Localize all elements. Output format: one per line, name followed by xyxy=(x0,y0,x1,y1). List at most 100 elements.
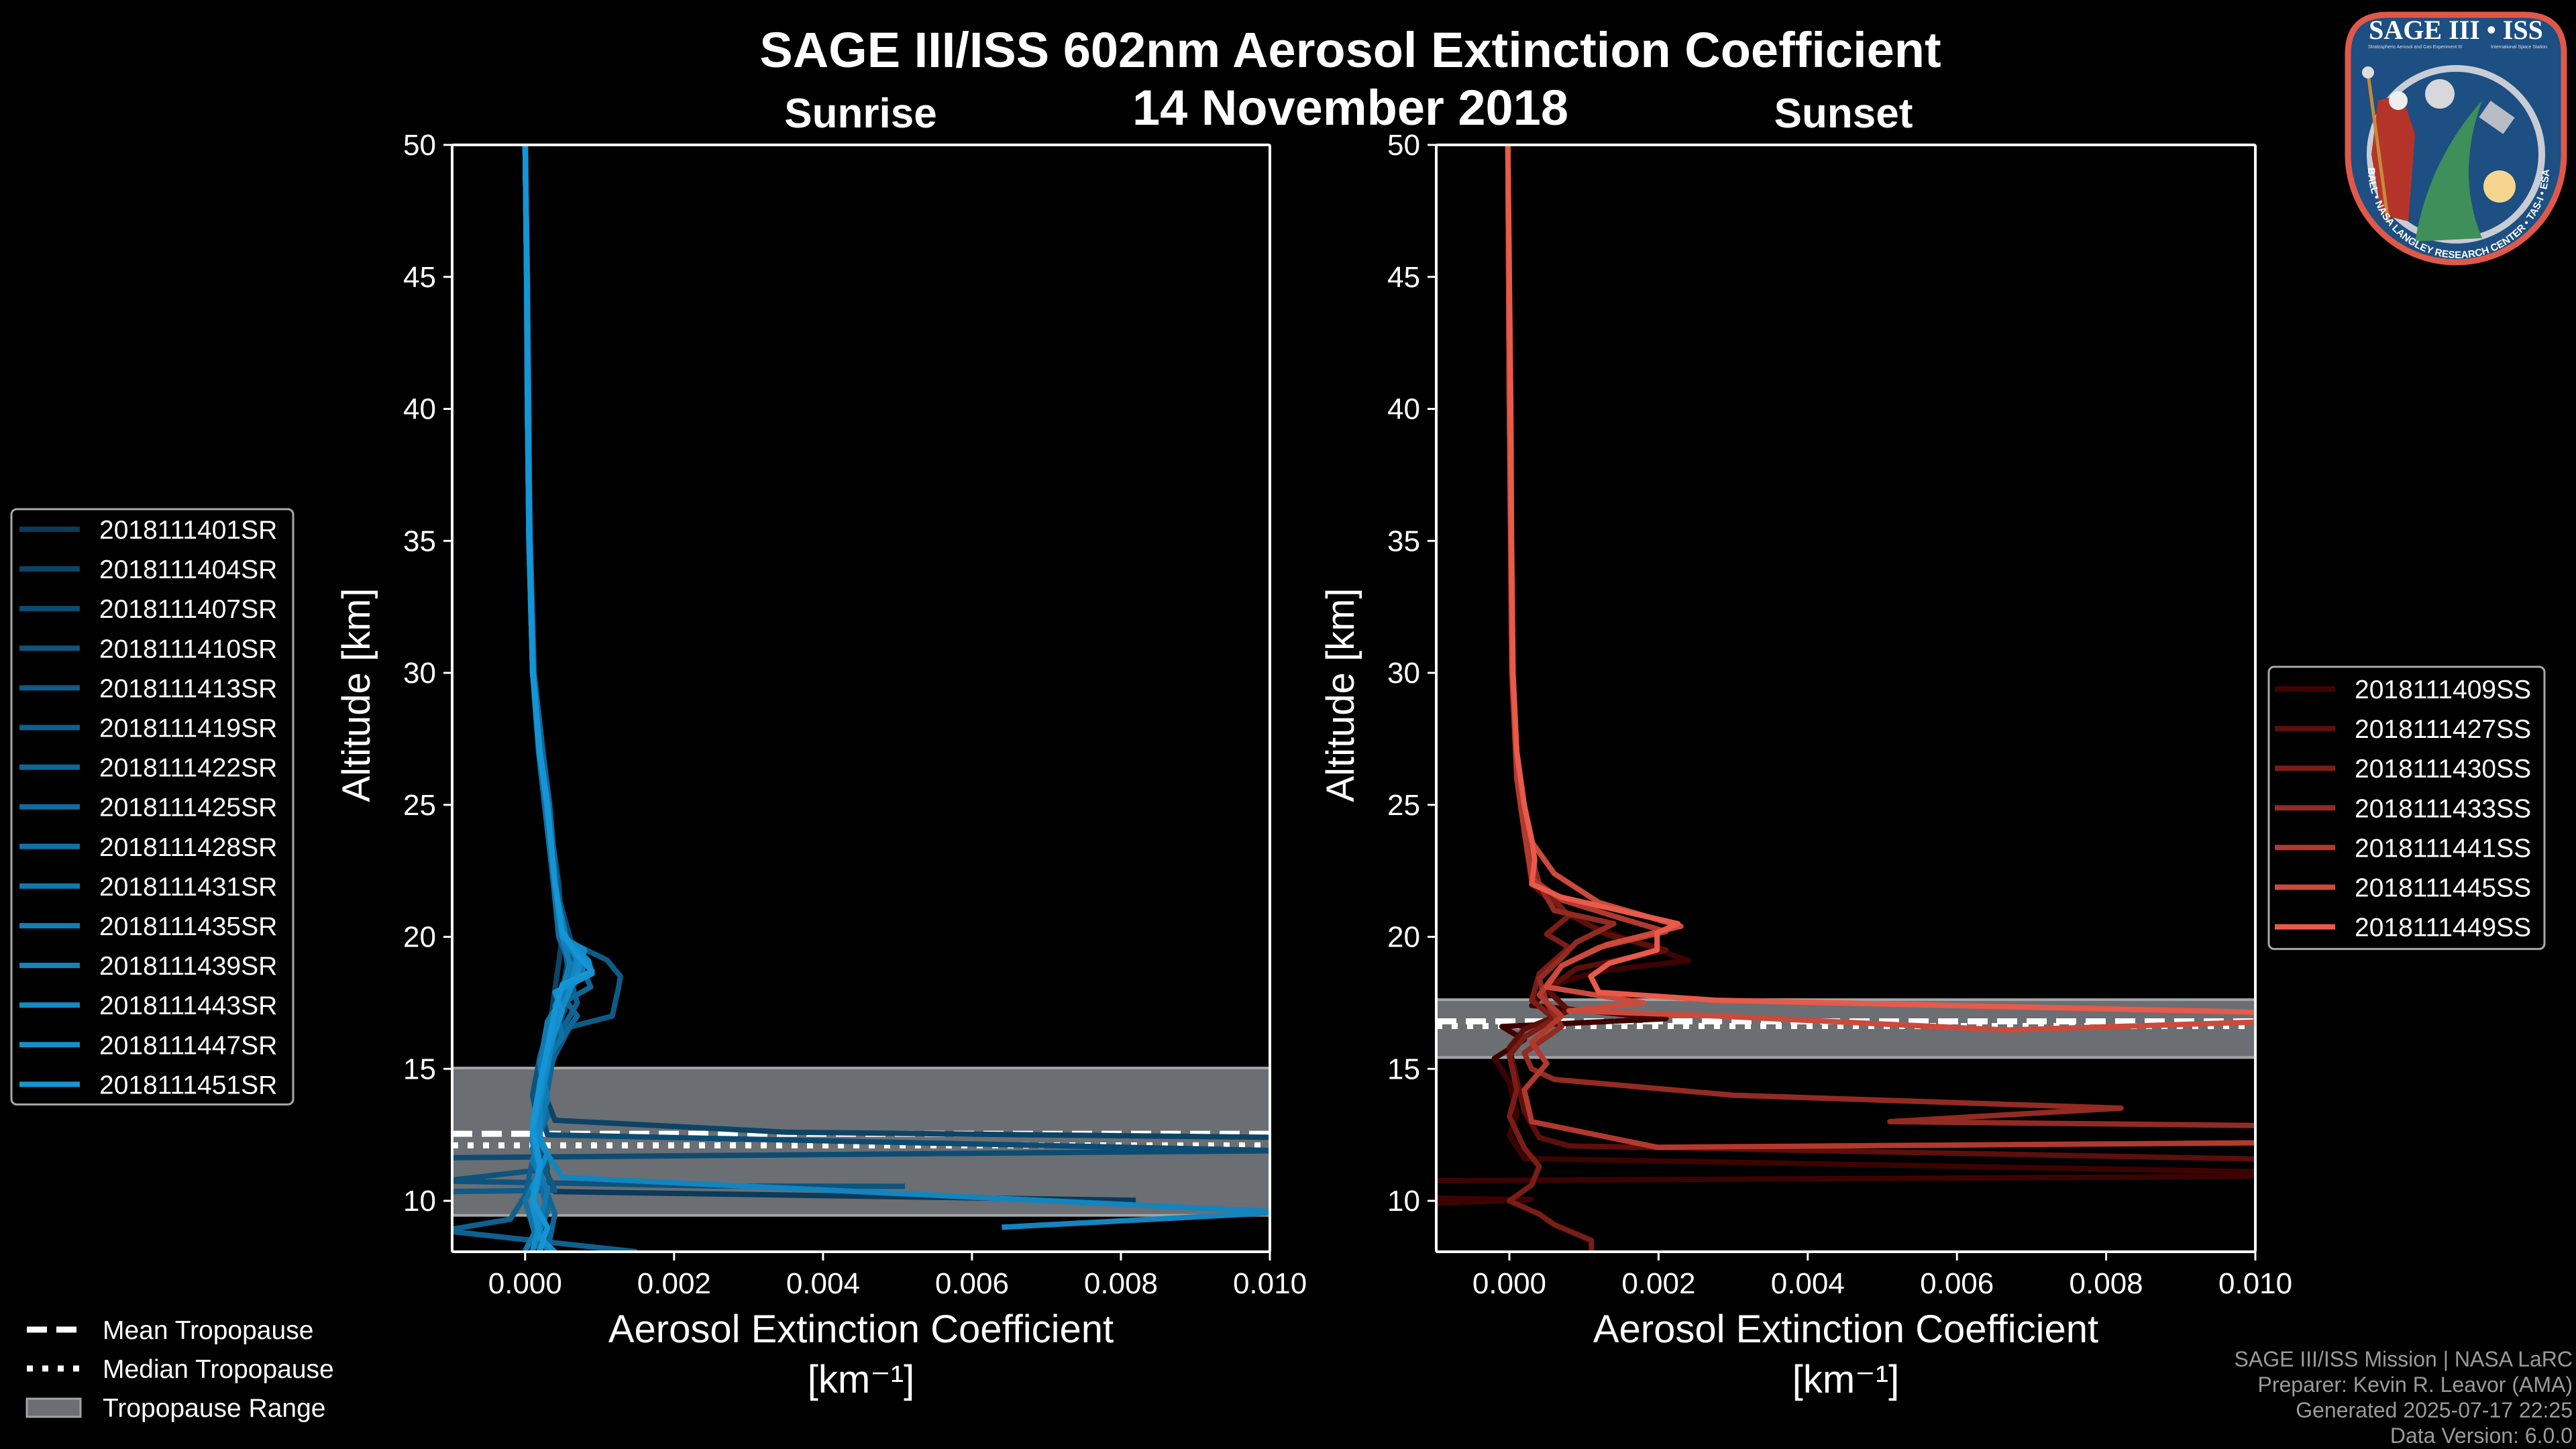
sage-iii-iss-logo: SAGE III • ISS Stratospheric Aerosol and… xyxy=(2345,11,2567,266)
x-tick-label: 0.006 xyxy=(935,1267,1009,1300)
x-tick-label: 0.000 xyxy=(1472,1267,1546,1300)
sunrise-legend: 2018111401SR 2018111404SR 2018111407SR 2018… xyxy=(10,508,294,1106)
axes-frame xyxy=(451,144,1271,1253)
x-axis-label: Aerosol Extinction Coefficient xyxy=(608,1307,1114,1351)
logo-subtitle-left: Stratospheric Aerosol and Gas Experiment… xyxy=(2368,45,2462,50)
legend-label: 2018111439SR xyxy=(99,952,277,981)
median-tropopause-label: Median Tropopause xyxy=(103,1355,334,1384)
y-tick-label: 40 xyxy=(1387,393,1420,426)
x-tick-label: 0.002 xyxy=(1621,1267,1695,1300)
x-axis-unit: [km⁻¹] xyxy=(1792,1358,1899,1401)
legend-entry: 2018111409SS xyxy=(2275,676,2531,704)
panel-title: Sunrise xyxy=(784,91,936,137)
x-tick-label: 0.010 xyxy=(1233,1267,1307,1300)
y-tick-label: 40 xyxy=(403,393,436,426)
legend-entry: 2018111425SR xyxy=(19,794,277,822)
y-tick-label: 30 xyxy=(1387,657,1420,690)
legend-label: 2018111431SR xyxy=(99,873,277,902)
legend-label: 2018111413SR xyxy=(99,674,277,703)
legend-entry: 2018111445SS xyxy=(2275,874,2531,903)
mean-tropopause-label: Mean Tropopause xyxy=(103,1316,313,1345)
legend-label: 2018111430SS xyxy=(2355,755,2531,784)
legend-label: 2018111409SS xyxy=(2355,676,2531,704)
legend-label: 2018111443SR xyxy=(99,991,277,1020)
legend-entry: 2018111435SR xyxy=(19,912,277,941)
sunrise-panel: Sunrise 10 15 20 25 30 35 40 45 50 0.000 0.002 0.004… xyxy=(335,91,1307,1401)
x-tick-label: 0.008 xyxy=(1084,1267,1158,1300)
y-tick-label: 45 xyxy=(1387,261,1420,294)
x-tick-label: 0.010 xyxy=(2218,1267,2292,1300)
legend-entry: 2018111443SR xyxy=(19,991,277,1020)
legend-label: 2018111404SR xyxy=(99,555,277,584)
legend-entry: 2018111451SR xyxy=(19,1071,277,1099)
y-tick-label: 20 xyxy=(1387,921,1420,954)
plot-area xyxy=(1436,145,2255,1252)
figure-title: SAGE III/ISS 602nm Aerosol Extinction Co… xyxy=(759,22,1941,78)
legend-label: 2018111428SR xyxy=(99,833,277,862)
x-axis-unit: [km⁻¹] xyxy=(808,1358,914,1401)
legend-entry: 2018111410SR xyxy=(19,635,277,663)
credit-data-version: Data Version: 6.0.0 xyxy=(2390,1424,2573,1448)
legend-label: 2018111407SR xyxy=(99,595,277,624)
logo-iss xyxy=(2479,101,2515,134)
legend-label: 2018111435SR xyxy=(99,912,277,941)
plot-area xyxy=(452,145,1270,1252)
legend-label: 2018111422SR xyxy=(99,754,277,783)
sunset-panel: Sunset 10 15 20 25 30 35 40 45 50 0.000 0.002 0.004 0… xyxy=(1319,91,2292,1401)
legend-label: 2018111449SS xyxy=(2355,914,2531,943)
legend-entry: 2018111422SR xyxy=(19,754,277,783)
logo-earth xyxy=(2415,101,2482,241)
legend-label: 2018111419SR xyxy=(99,714,277,743)
x-axis-label: Aerosol Extinction Coefficient xyxy=(1593,1307,2098,1351)
logo-sun xyxy=(2483,170,2516,203)
x-tick-label: 0.002 xyxy=(637,1267,711,1300)
y-tick-label: 15 xyxy=(1387,1053,1420,1085)
profile-line-2018111449SS xyxy=(1505,145,2255,1015)
y-tick-label: 35 xyxy=(403,525,436,557)
legend-label: 2018111441SS xyxy=(2355,834,2531,863)
credit-mission: SAGE III/ISS Mission | NASA LaRC xyxy=(2235,1347,2573,1371)
y-tick-label: 25 xyxy=(1387,789,1420,822)
y-tick-label: 50 xyxy=(403,129,436,162)
credit-generated: Generated 2025-07-17 22:25 xyxy=(2296,1398,2573,1422)
legend-entry: 2018111441SS xyxy=(2275,834,2531,863)
panel-title: Sunset xyxy=(1774,91,1913,137)
logo-moon xyxy=(2425,79,2455,109)
axes-frame xyxy=(1435,144,2257,1253)
legend-entry: 2018111404SR xyxy=(19,555,277,584)
y-tick-label: 20 xyxy=(403,921,436,954)
credits: SAGE III/ISS Mission | NASA LaRC Prepare… xyxy=(2235,1347,2573,1448)
logo-subtitle-right: International Space Station xyxy=(2491,45,2547,50)
y-tick-label: 30 xyxy=(403,657,436,690)
logo-title: SAGE III • ISS xyxy=(2369,15,2543,45)
y-tick-label: 35 xyxy=(1387,525,1420,557)
legend-label: 2018111451SR xyxy=(99,1071,277,1099)
legend-entry: 2018111427SS xyxy=(2275,715,2531,744)
profile-line-2018111451SR xyxy=(522,145,595,1252)
y-axis-label: Altitude [km] xyxy=(1319,588,1362,802)
y-axis-label: Altitude [km] xyxy=(335,588,378,802)
legend-entry: 2018111431SR xyxy=(19,873,277,902)
legend-label: 2018111447SR xyxy=(99,1031,277,1060)
legend-entry: 2018111419SR xyxy=(19,714,277,743)
legend-frame xyxy=(10,508,294,1106)
legend-entry: 2018111428SR xyxy=(19,833,277,862)
legend-entry: 2018111447SR xyxy=(19,1031,277,1060)
tropopause-legend: Mean Tropopause Median Tropopause Tropop… xyxy=(25,1316,334,1423)
logo-sage-beard xyxy=(2389,91,2408,110)
x-tick-label: 0.004 xyxy=(786,1267,860,1300)
legend-entry: 2018111401SR xyxy=(19,516,277,545)
y-tick-label: 15 xyxy=(403,1053,436,1085)
legend-label: 2018111425SR xyxy=(99,794,277,822)
y-tick-label: 10 xyxy=(1387,1185,1420,1218)
logo-staff xyxy=(2366,73,2390,222)
figure-date: 14 November 2018 xyxy=(1132,80,1568,136)
tropopause-range-label: Tropopause Range xyxy=(103,1394,325,1423)
legend-label: 2018111410SR xyxy=(99,635,277,663)
legend-entry: 2018111449SS xyxy=(2275,914,2531,943)
logo-staff-orb xyxy=(2362,66,2374,78)
y-tick-label: 45 xyxy=(403,261,436,294)
logo-ring xyxy=(2367,65,2545,244)
